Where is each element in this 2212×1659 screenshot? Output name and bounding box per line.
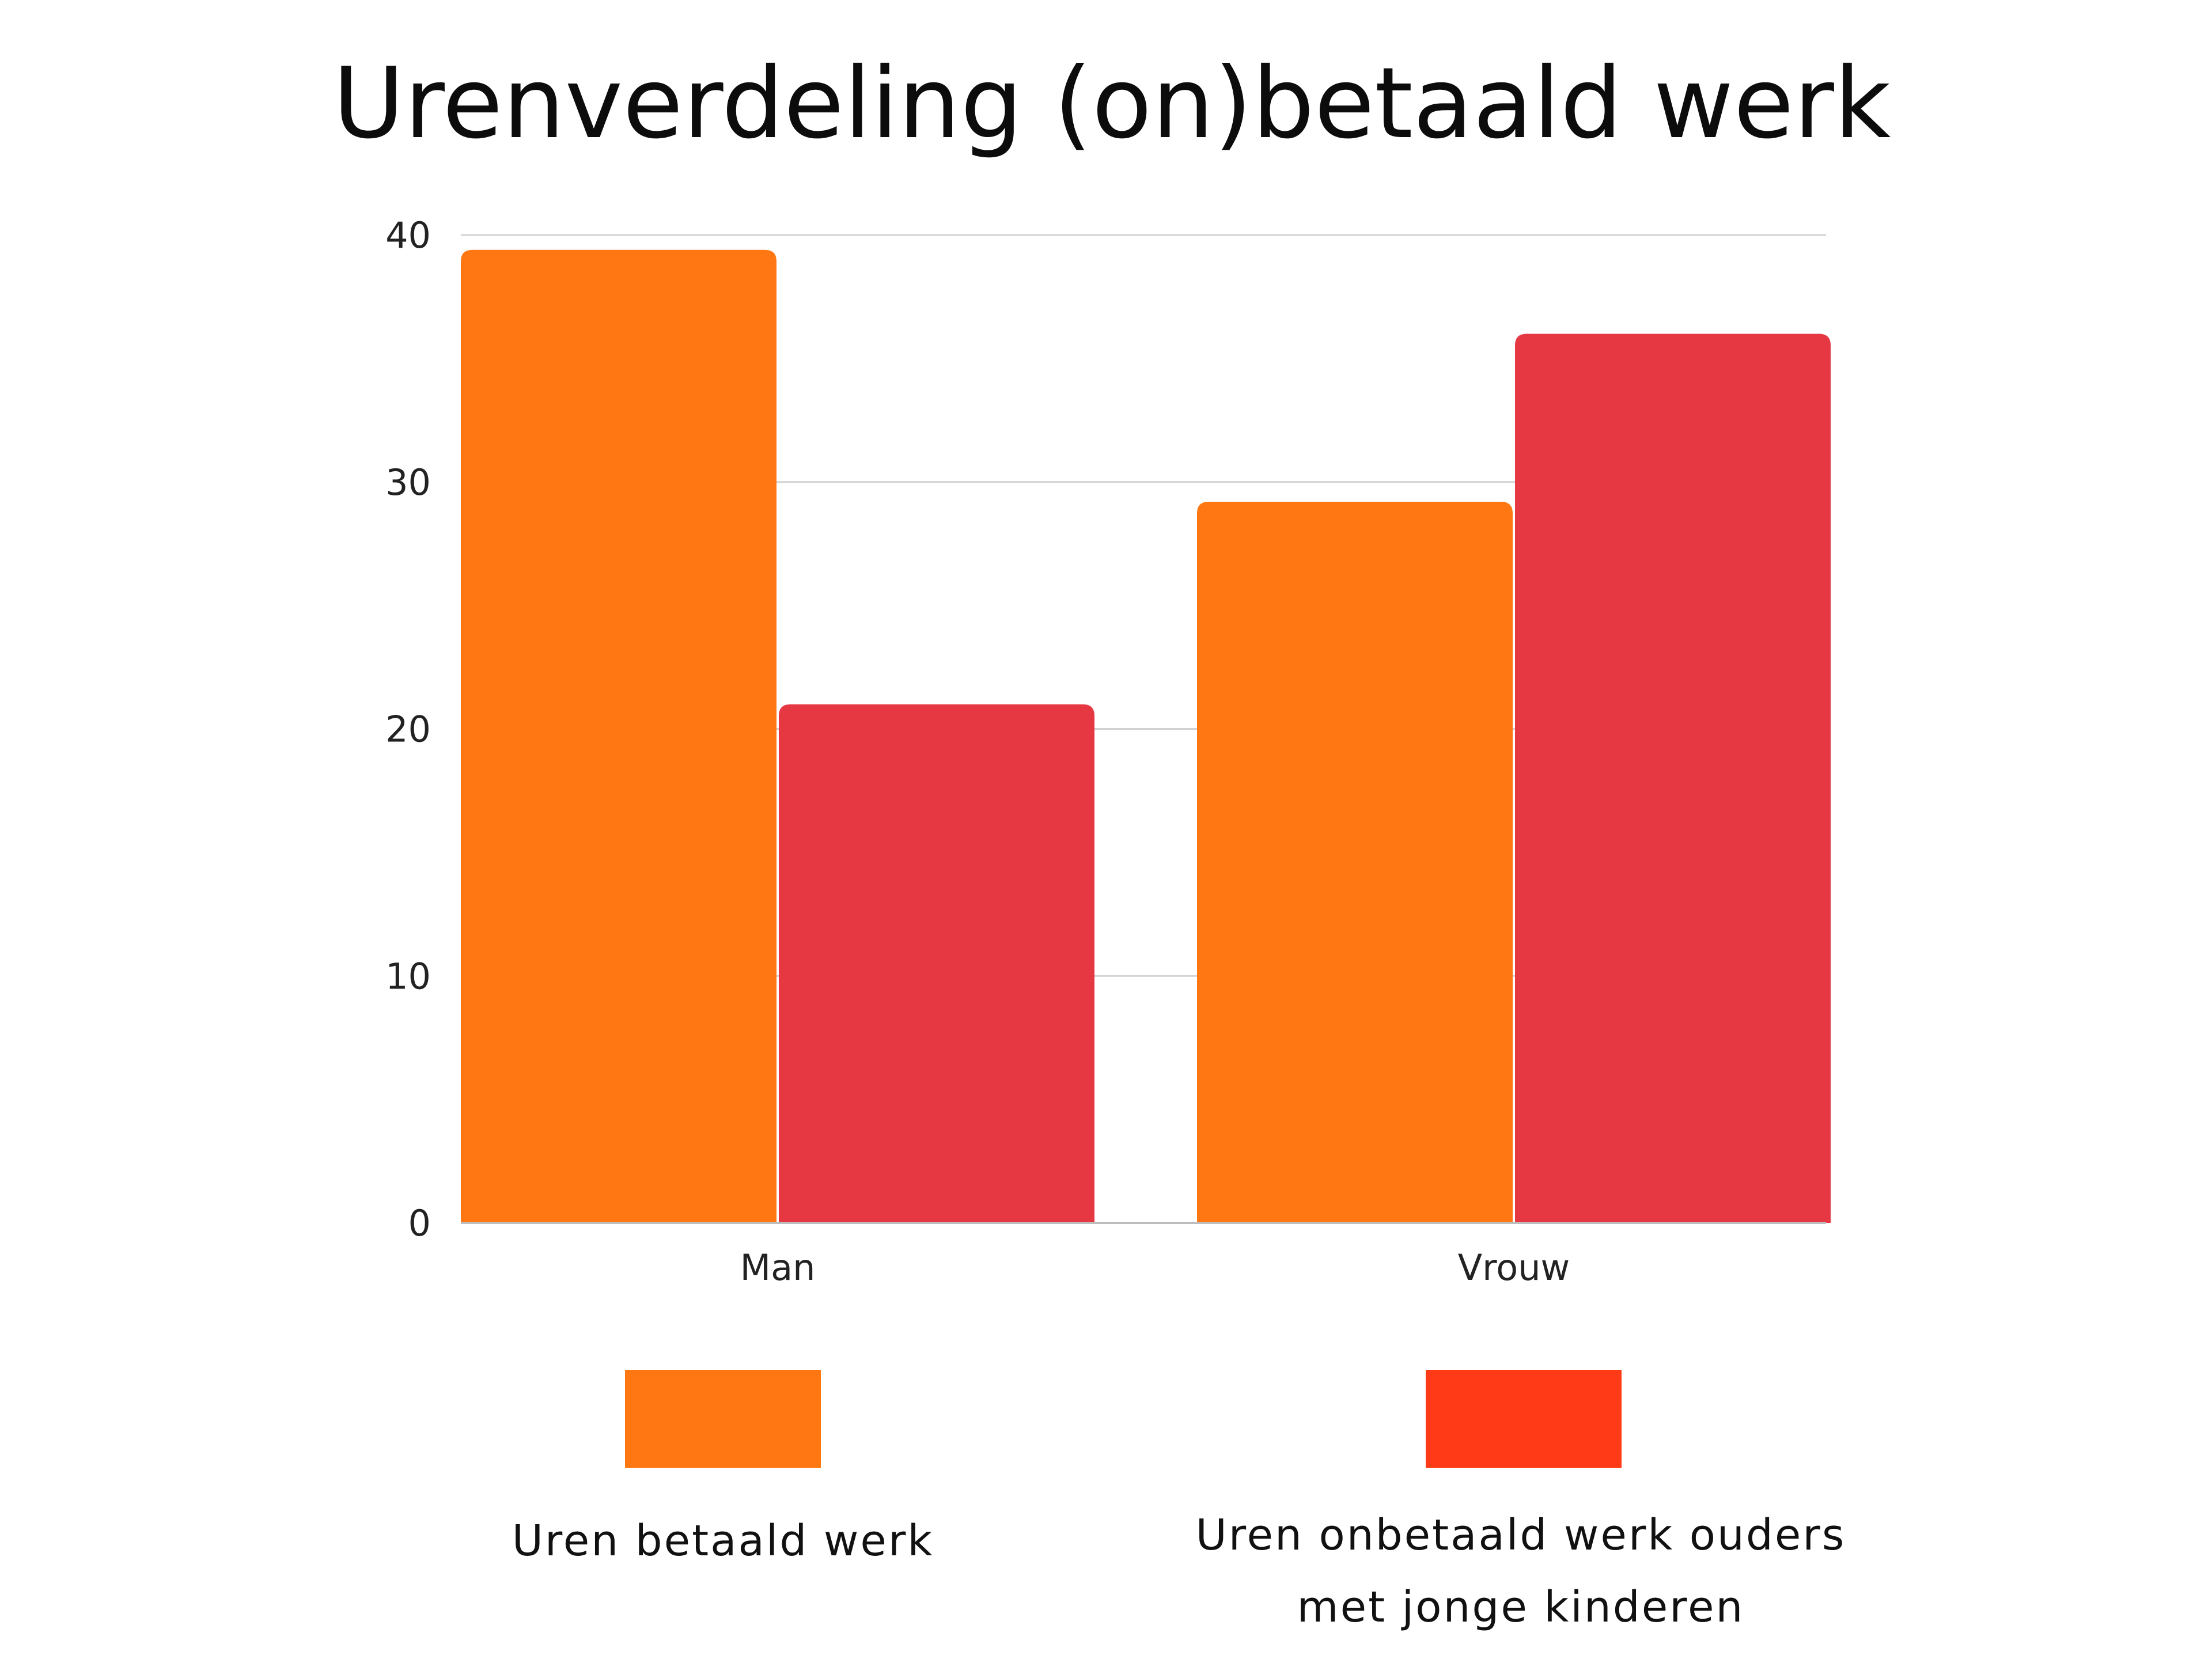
legend-label: Uren betaald werk — [512, 1516, 934, 1566]
bar-man-series-1 — [461, 249, 777, 1224]
bars — [461, 249, 1831, 1224]
y-tick-label: 0 — [408, 1202, 431, 1244]
legend-label: met jonge kinderen — [1297, 1582, 1745, 1632]
bar-man-series-2 — [779, 704, 1094, 1223]
x-axis-categories: Man Vrouw — [740, 1247, 1570, 1289]
legend-swatch — [625, 1370, 821, 1468]
bar-vrouw-series-1 — [1197, 502, 1513, 1223]
x-category-label: Vrouw — [1458, 1247, 1570, 1289]
y-axis-ticks: 0 10 20 30 40 — [385, 214, 431, 1244]
bar-vrouw-series-2 — [1515, 334, 1831, 1223]
y-tick-label: 40 — [385, 214, 431, 256]
legend: Uren betaald werk Uren onbetaald werk oud… — [512, 1370, 1846, 1632]
x-category-label: Man — [740, 1247, 816, 1289]
y-tick-label: 20 — [385, 709, 431, 751]
legend-label: Uren onbetaald werk ouders — [1196, 1510, 1846, 1560]
y-tick-label: 10 — [385, 955, 431, 997]
y-tick-label: 30 — [385, 461, 431, 503]
chart-title: Urenverdeling (on)betaald werk — [333, 47, 1891, 161]
legend-swatch — [1426, 1370, 1622, 1468]
